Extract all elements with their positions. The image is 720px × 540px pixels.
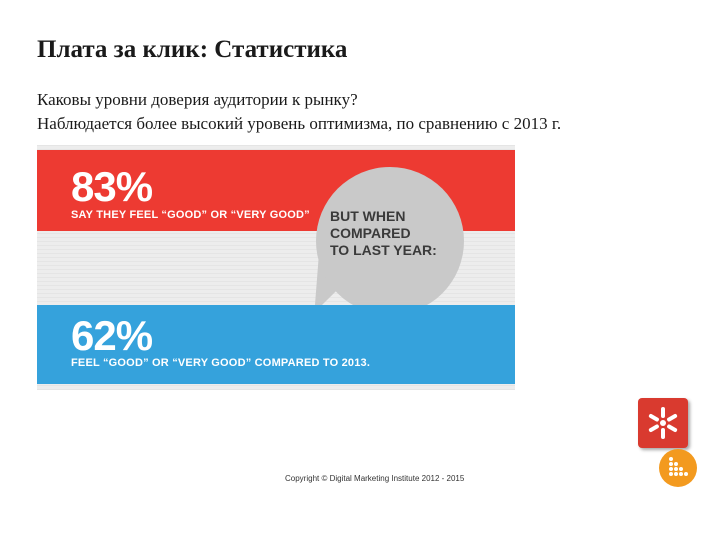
bubble-line-1: BUT WHEN [330,208,406,224]
asterisk-logo-icon [638,398,688,448]
subtitle-line-2: Наблюдается более высокий уровень оптими… [37,114,562,133]
top-stat-caption: SAY THEY FEEL “GOOD” OR “VERY GOOD” [71,209,310,221]
bubble-line-3: TO LAST YEAR: [330,242,437,258]
dots-logo-icon [659,449,697,487]
speech-bubble-text: BUT WHEN COMPARED TO LAST YEAR: [330,208,450,259]
subtitle-line-1: Каковы уровни доверия аудитории к рынку? [37,90,358,109]
slide-subtitle: Каковы уровни доверия аудитории к рынку?… [37,88,697,136]
bubble-line-2: COMPARED [330,225,411,241]
speech-bubble [316,167,464,315]
copyright-text: Copyright © Digital Marketing Institute … [285,474,465,483]
top-stat-percent: 83% [71,163,153,210]
slide-title: Плата за клик: Статистика [37,36,348,63]
bottom-stat-caption: FEEL “GOOD” OR “VERY GOOD” COMPARED TO 2… [71,357,371,369]
bottom-stat-percent: 62% [71,312,153,359]
statistics-infographic: 83% SAY THEY FEEL “GOOD” OR “VERY GOOD” … [37,145,515,390]
bottom-stat-band: 62% FEEL “GOOD” OR “VERY GOOD” COMPARED … [37,305,515,384]
